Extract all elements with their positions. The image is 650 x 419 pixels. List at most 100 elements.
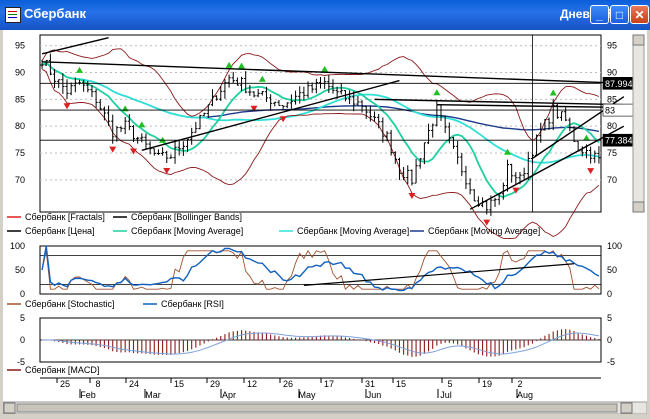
oscillator-y-tick-left: 0 [20, 289, 25, 299]
date-axis-month-label: Jun [367, 390, 382, 400]
price-tag-label: 83 [605, 106, 615, 116]
date-axis-tick-label: 19 [482, 379, 492, 389]
date-axis-tick-label: 5 [447, 379, 452, 389]
oscillator-pane: 0 0 50 50 100 100 [10, 241, 622, 299]
macd-signal-line [42, 332, 599, 355]
price-plot-frame [39, 34, 602, 213]
date-axis-tick-label: 2 [517, 379, 522, 389]
date-axis-month-label: Aug [517, 390, 533, 400]
fractal-up-marker [321, 65, 329, 72]
price-y-tick-right: 70 [607, 175, 617, 185]
minimize-button[interactable]: _ [590, 5, 609, 24]
date-axis-tick-label: 15 [174, 379, 184, 389]
legend-entry: Сбербанк [Moving Average] [297, 226, 409, 236]
fractal-down-marker [483, 219, 491, 226]
fractal-up-marker [238, 62, 246, 69]
close-button[interactable]: ✕ [630, 5, 649, 24]
chart-app-icon [5, 7, 21, 23]
fractal-down-marker [130, 148, 137, 155]
fractal-up-marker [433, 89, 441, 96]
fractal-up-marker [75, 66, 83, 73]
fractal-down-marker [163, 167, 171, 174]
rsi-line [41, 245, 600, 292]
fractal-down-marker [63, 103, 71, 110]
legend-entry: Сбербанк [Moving Average] [428, 226, 540, 236]
price-y-tick-left: 95 [15, 41, 25, 51]
macd-y-tick-right: 0 [607, 335, 612, 345]
fractal-down-marker [587, 168, 595, 175]
stochastic-line [41, 249, 600, 291]
oscillator-y-tick-right: 100 [607, 241, 622, 251]
price-y-tick-right: 85 [607, 94, 617, 104]
date-axis-tick-label: 8 [95, 379, 100, 389]
scrollbars[interactable] [2, 34, 648, 415]
horizontal-scroll-thumb [16, 403, 618, 413]
macd-y-tick-left: 0 [20, 335, 25, 345]
price-legend: Сбербанк [Fractals] Сбербанк [Bollinger B… [7, 212, 540, 236]
legend-entry: Сбербанк [Moving Average] [131, 226, 243, 236]
scroll-right-button [620, 402, 633, 414]
fractal-up-marker [258, 75, 266, 82]
price-y-tick-left: 85 [15, 94, 25, 104]
vertical-scrollbar [632, 34, 645, 213]
fractal-down-marker [408, 192, 416, 199]
oscillator-legend: Сбербанк [Stochastic] Сбербанк [RSI] [7, 299, 224, 309]
scroll-up-button [632, 34, 645, 46]
fractal-down-marker [250, 105, 258, 112]
trendline [141, 79, 400, 151]
price-y-tick-left: 90 [15, 68, 25, 78]
date-axis: 25 8 24 15 29 12 26 17 31 15 5 19 2 Feb Mar Apr May Jun Ju… [40, 377, 601, 400]
date-axis-tick-label: 12 [247, 379, 257, 389]
price-y-tick-right: 80 [607, 121, 617, 131]
fractal-down-marker [512, 187, 520, 194]
bollinger-upper-band [41, 48, 600, 142]
trendline [42, 61, 624, 84]
date-axis-month-label: Feb [80, 390, 96, 400]
moving-average-short-line [41, 61, 600, 199]
price-tag-label: 87.9946 [605, 79, 638, 89]
price-y-tick-left: 75 [15, 148, 25, 158]
oscillator-trendline [303, 263, 575, 286]
legend-entry: Сбербанк [Stochastic] [25, 299, 114, 309]
macd-y-tick-left: -5 [17, 357, 25, 367]
fractal-up-marker [225, 61, 233, 68]
title-bar[interactable]: Сбербанк Дневной _ □ ✕ [0, 0, 650, 30]
scroll-left-button [3, 402, 16, 414]
date-axis-tick-label: 29 [210, 379, 220, 389]
fractal-down-marker [279, 116, 287, 123]
macd-y-tick-right: 5 [607, 313, 612, 323]
date-axis-tick-label: 25 [60, 379, 70, 389]
maximize-button[interactable]: □ [610, 5, 629, 24]
price-y-tick-left: 70 [15, 175, 25, 185]
window-title: Сбербанк [24, 6, 87, 21]
legend-entry: Сбербанк [MACD] [25, 365, 99, 375]
legend-entry: Сбербанк [RSI] [161, 299, 224, 309]
date-axis-month-label: Mar [145, 390, 161, 400]
price-y-tick-right: 75 [607, 148, 617, 158]
oscillator-y-tick-right: 0 [607, 289, 612, 299]
date-axis-tick-label: 31 [365, 379, 375, 389]
chart-area: 70 70 75 75 80 80 85 85 90 90 95 95 87.9946 83 77.3848… [2, 30, 648, 415]
oscillator-y-tick-left: 100 [10, 241, 25, 251]
date-axis-tick-label: 15 [396, 379, 406, 389]
oscillator-plot-frame [39, 245, 602, 295]
macd-legend: Сбербанк [MACD] [7, 365, 99, 375]
legend-entry: Сбербанк [Bollinger Bands] [131, 212, 242, 222]
date-axis-month-label: May [298, 390, 316, 400]
price-y-tick-right: 95 [607, 41, 617, 51]
trendline [436, 104, 624, 109]
legend-entry: Сбербанк [Цена] [25, 226, 95, 236]
oscillator-y-tick-right: 50 [607, 265, 617, 275]
fractal-up-marker [549, 89, 557, 96]
macd-pane: -5 -5 0 0 5 5 [17, 313, 615, 367]
oscillator-y-tick-left: 50 [15, 265, 25, 275]
trendline [374, 98, 624, 106]
date-axis-month-label: Jul [440, 390, 452, 400]
date-axis-tick-label: 17 [324, 379, 334, 389]
scroll-down-button [632, 201, 645, 213]
price-pane: 70 70 75 75 80 80 85 85 90 90 95 95 87.9946 83 77.3848 [15, 34, 642, 240]
fractal-up-marker [582, 134, 590, 141]
fractal-up-marker [138, 121, 146, 128]
